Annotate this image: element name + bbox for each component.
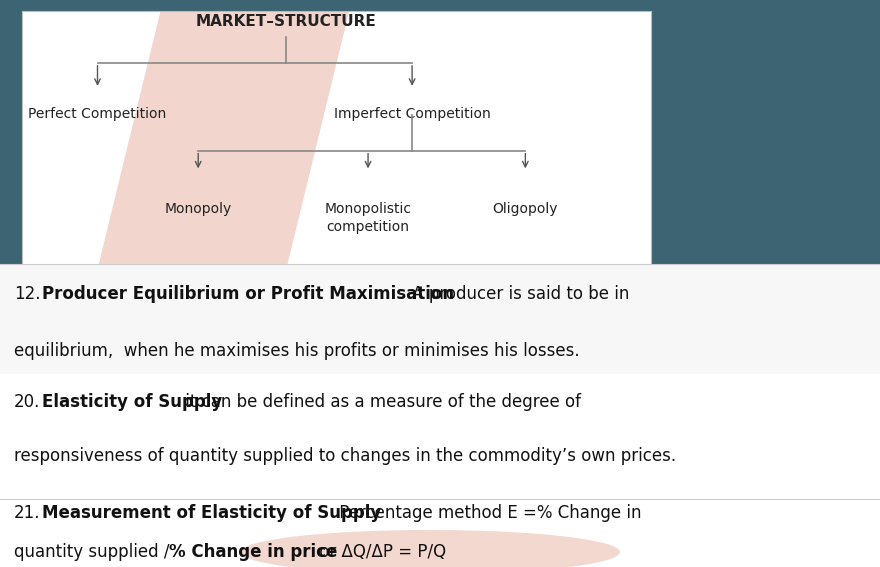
Text: quantity supplied /: quantity supplied /: [14, 543, 175, 561]
Text: Monopolistic
competition: Monopolistic competition: [325, 202, 412, 234]
Text: Perfect Competition: Perfect Competition: [28, 107, 166, 121]
Text: Percentage method E =% Change in: Percentage method E =% Change in: [334, 503, 642, 522]
Ellipse shape: [240, 530, 620, 567]
Polygon shape: [98, 11, 349, 269]
Text: Imperfect Competition: Imperfect Competition: [334, 107, 490, 121]
Text: % Change in price: % Change in price: [169, 543, 337, 561]
Text: Producer Equilibrium or Profit Maximisation: Producer Equilibrium or Profit Maximisat…: [42, 285, 454, 303]
Text: A producer is said to be in: A producer is said to be in: [407, 285, 629, 303]
Text: responsiveness of quantity supplied to changes in the commodity’s own prices.: responsiveness of quantity supplied to c…: [14, 447, 676, 465]
Text: MARKET–STRUCTURE: MARKET–STRUCTURE: [196, 14, 377, 29]
Text: 12.: 12.: [14, 285, 40, 303]
Text: equilibrium,  when he maximises his profits or minimises his losses.: equilibrium, when he maximises his profi…: [14, 342, 580, 360]
Text: Oligopoly: Oligopoly: [493, 202, 558, 216]
Text: Elasticity of Supply: Elasticity of Supply: [42, 393, 223, 411]
Text: Measurement of Elasticity of Supply: Measurement of Elasticity of Supply: [42, 503, 381, 522]
Text: 21.: 21.: [14, 503, 40, 522]
Text: it can be defined as a measure of the degree of: it can be defined as a measure of the de…: [180, 393, 581, 411]
Text: Monopoly: Monopoly: [165, 202, 231, 216]
Text: or ΔQ/ΔP = P/Q: or ΔQ/ΔP = P/Q: [314, 543, 446, 561]
Text: 20.: 20.: [14, 393, 40, 411]
